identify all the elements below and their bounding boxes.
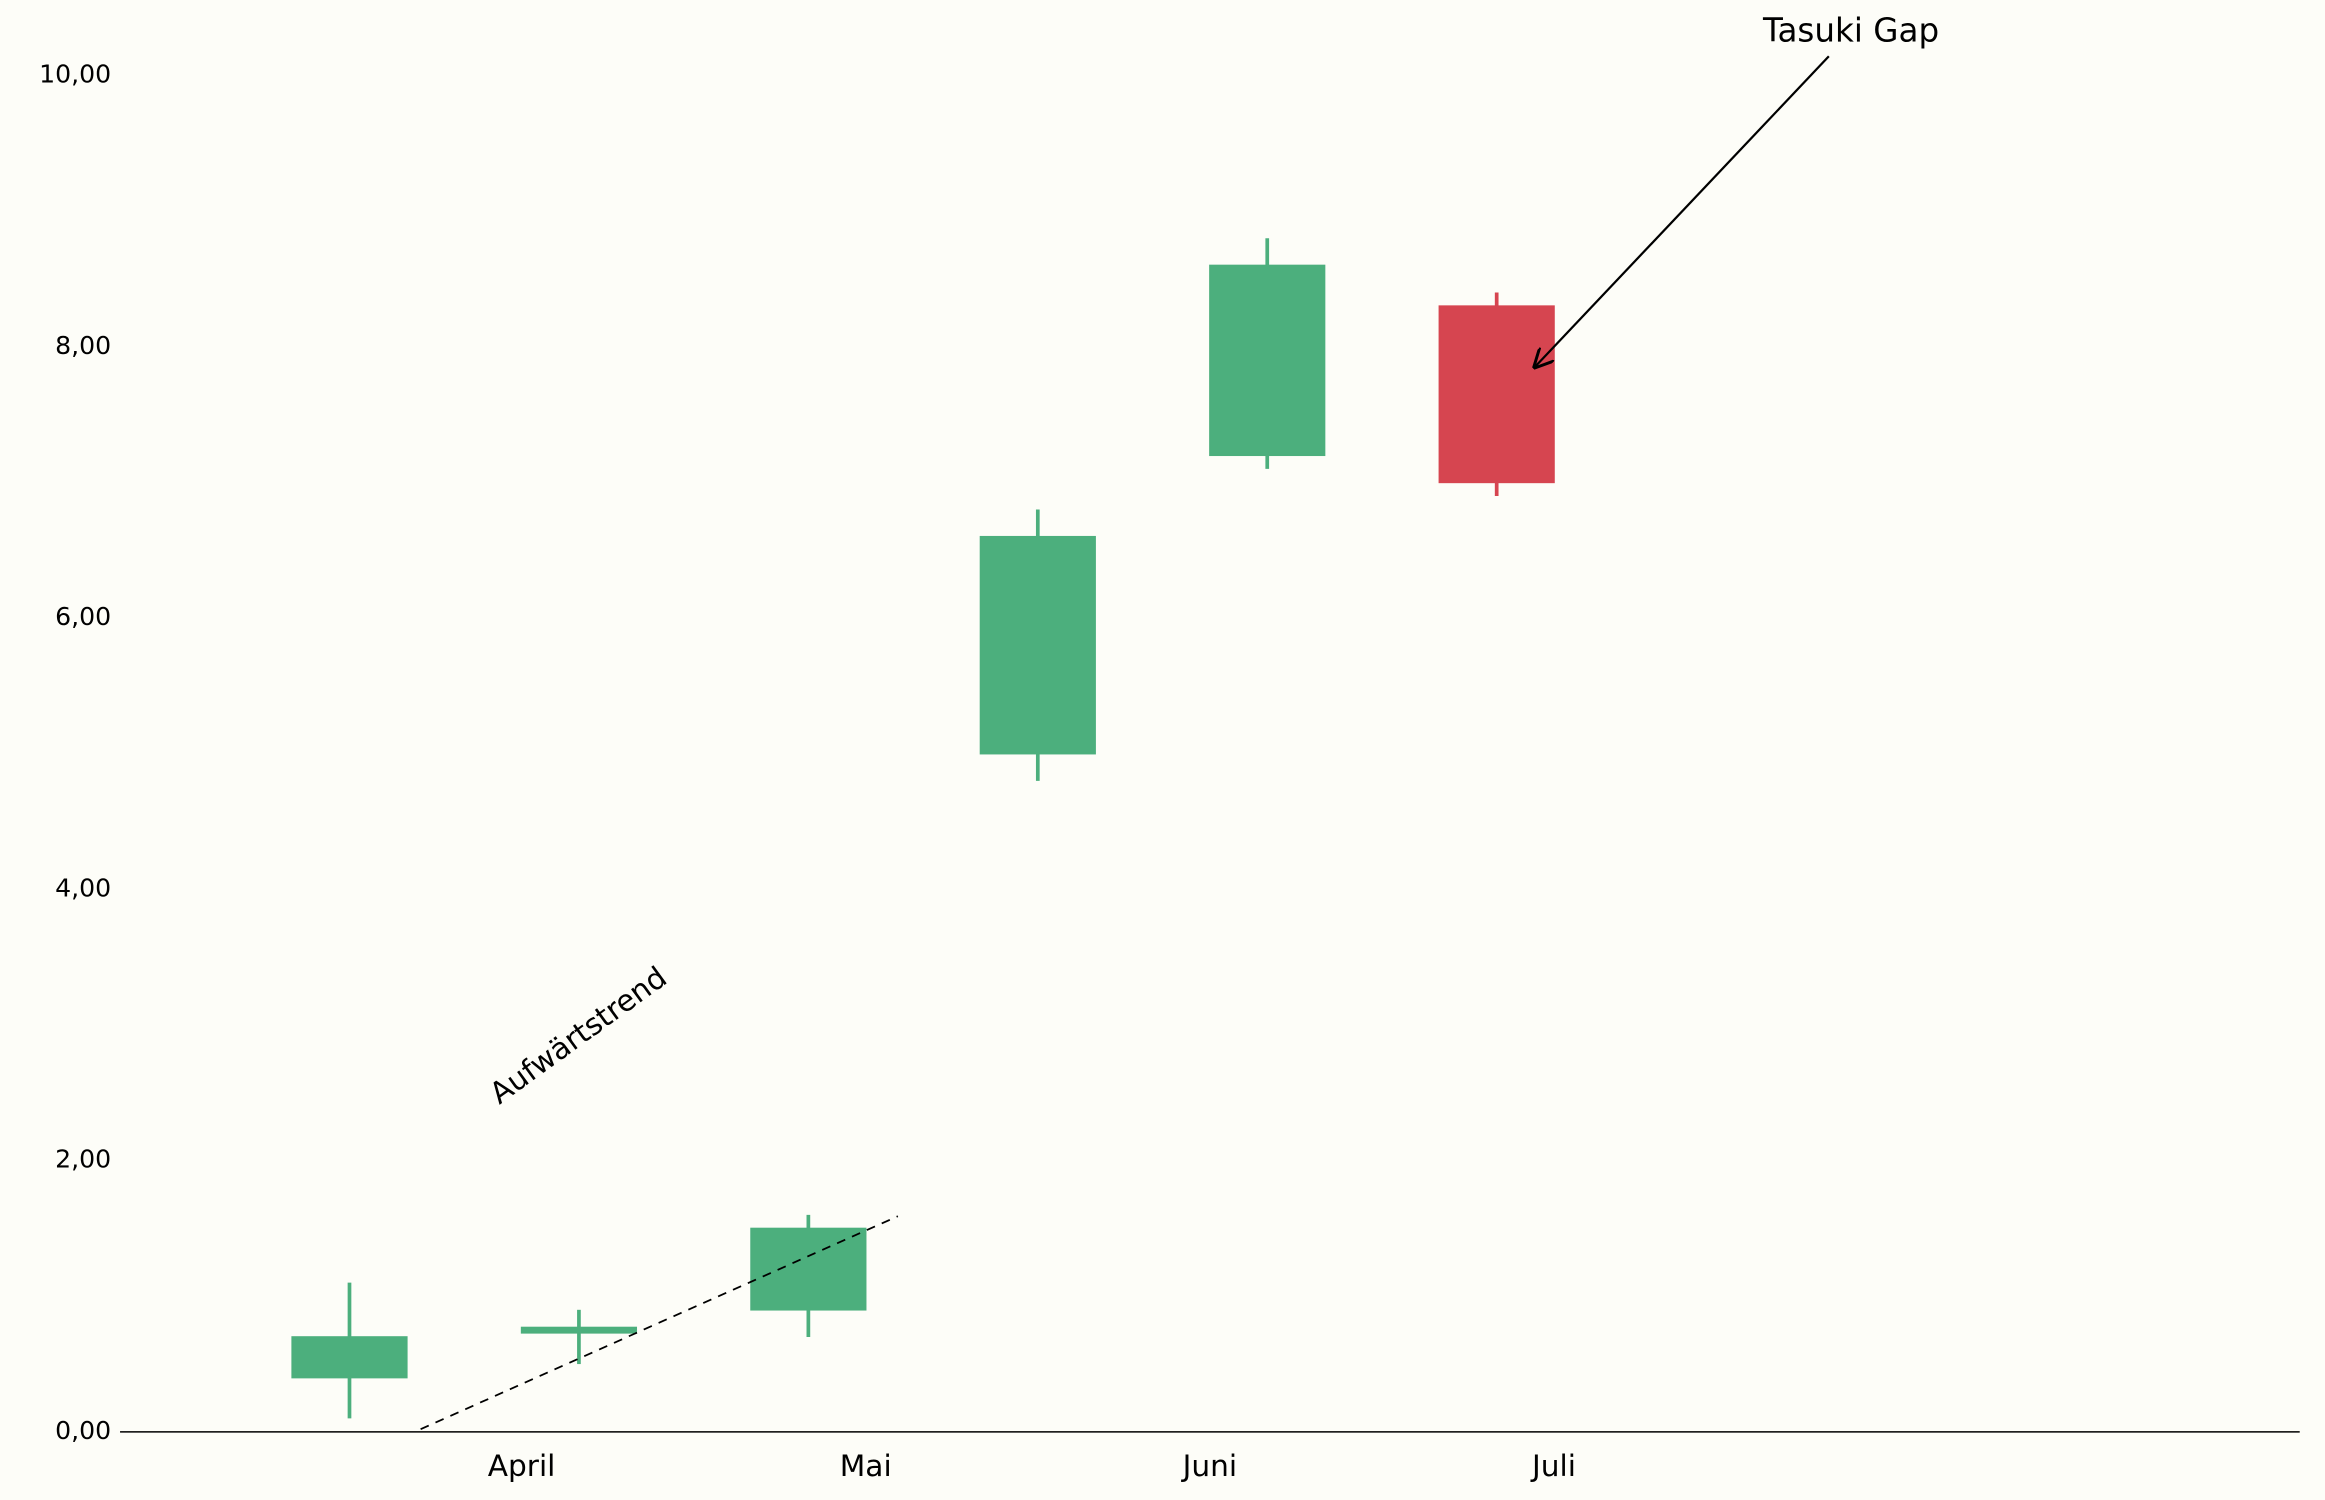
- annotation-text: Tasuki Gap: [1762, 12, 1939, 50]
- candle-body: [979, 535, 1096, 755]
- x-tick-label: Juni: [1181, 1449, 1238, 1483]
- y-tick-label: 8,00: [55, 331, 111, 360]
- x-tick-label: Juli: [1530, 1449, 1576, 1483]
- y-tick-label: 2,00: [55, 1145, 111, 1174]
- y-tick-label: 4,00: [55, 873, 111, 902]
- y-tick-label: 10,00: [39, 60, 111, 89]
- annotation-arrow: [1533, 55, 1830, 368]
- candle-body: [291, 1336, 408, 1379]
- trend-label: Aufwärtstrend: [484, 960, 673, 1111]
- candle-body: [520, 1326, 638, 1334]
- candle-body: [1209, 264, 1326, 457]
- x-tick-label: Mai: [840, 1449, 892, 1483]
- y-tick-label: 0,00: [55, 1416, 111, 1445]
- candle-body: [1438, 305, 1555, 484]
- trend-line: [420, 1215, 899, 1430]
- y-tick-label: 6,00: [55, 602, 111, 631]
- candle-body: [750, 1227, 867, 1311]
- x-tick-label: April: [488, 1449, 556, 1483]
